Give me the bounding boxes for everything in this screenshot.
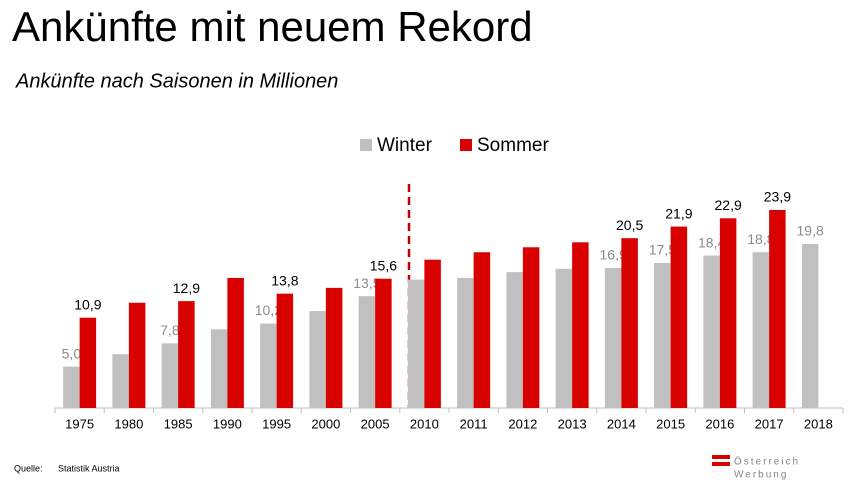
logo-text: Österreich <box>734 456 800 468</box>
source-label: Quelle: <box>14 463 43 473</box>
bar <box>654 263 671 408</box>
bar <box>309 311 326 408</box>
logo-stripe <box>712 455 730 459</box>
source: Statistik Austria <box>58 463 120 473</box>
bar <box>260 323 277 408</box>
chart-title: Ankünfte mit neuem Rekord <box>12 3 533 50</box>
x-tick-label: 2014 <box>607 416 636 431</box>
logo: Österreich Werbung <box>712 455 800 481</box>
value-label: 21,9 <box>665 205 692 221</box>
value-label: 22,9 <box>715 197 742 213</box>
x-tick-label: 1975 <box>65 416 94 431</box>
x-tick-label: 2018 <box>804 416 833 431</box>
value-label: 18,4 <box>698 234 725 250</box>
value-label: 17,5 <box>649 242 676 258</box>
bar <box>276 293 294 408</box>
x-tick-label: 1995 <box>262 416 291 431</box>
bar <box>555 268 573 408</box>
value-label: 23,9 <box>764 189 791 205</box>
bar <box>178 301 195 408</box>
bar <box>703 255 720 408</box>
bar <box>210 329 228 408</box>
x-tick-label: 2000 <box>311 416 340 431</box>
value-label: 19,8 <box>797 223 824 239</box>
bar <box>358 296 376 408</box>
x-tick-label: 2015 <box>656 416 685 431</box>
value-label: 12,9 <box>173 280 200 296</box>
x-tick-label: 2010 <box>410 416 439 431</box>
x-tick-label: 2017 <box>755 416 784 431</box>
bar <box>112 354 129 408</box>
bar <box>325 287 343 408</box>
value-label: 10,2 <box>255 302 282 318</box>
legend-label: Sommer <box>477 135 549 156</box>
x-tick-label: 2011 <box>460 416 488 431</box>
value-label: 7,8 <box>160 322 180 338</box>
bar <box>63 366 80 408</box>
legend-label: Winter <box>377 135 433 156</box>
bar <box>424 259 441 408</box>
value-label: 18,8 <box>747 231 774 247</box>
bar <box>719 218 737 408</box>
bar <box>621 238 638 408</box>
bar <box>522 247 540 408</box>
x-tick-label: 2013 <box>558 416 587 431</box>
bar <box>227 277 244 408</box>
logo-text: Werbung <box>734 470 788 481</box>
bar <box>128 302 146 408</box>
bar <box>769 210 786 408</box>
bar <box>79 317 97 408</box>
x-tick-label: 2005 <box>361 416 390 431</box>
value-label: 15,6 <box>370 257 397 273</box>
value-label: 13,5 <box>353 275 380 291</box>
bar <box>801 243 819 408</box>
legend-swatch <box>460 139 472 151</box>
logo-stripe <box>712 462 730 466</box>
value-label: 16,9 <box>600 247 627 263</box>
bar <box>161 343 179 408</box>
x-tick-label: 1990 <box>213 416 242 431</box>
bar <box>670 226 688 408</box>
value-label: 20,5 <box>616 217 643 233</box>
bar <box>752 252 770 408</box>
bar <box>506 272 523 408</box>
bar <box>604 267 622 408</box>
legend-swatch <box>360 139 372 151</box>
value-label: 13,8 <box>271 272 298 288</box>
x-tick-label: 1985 <box>164 416 193 431</box>
value-label: 5,0 <box>62 345 82 361</box>
bar <box>572 242 589 408</box>
bar <box>473 252 491 408</box>
value-label: 10,9 <box>74 296 101 312</box>
bar <box>375 278 392 408</box>
x-tick-label: 2016 <box>705 416 734 431</box>
x-tick-label: 2012 <box>508 416 537 431</box>
bar <box>407 279 425 408</box>
bar <box>457 277 474 408</box>
chart-subtitle: Ankünfte nach Saisonen in Millionen <box>15 70 338 92</box>
x-tick-label: 1980 <box>114 416 143 431</box>
